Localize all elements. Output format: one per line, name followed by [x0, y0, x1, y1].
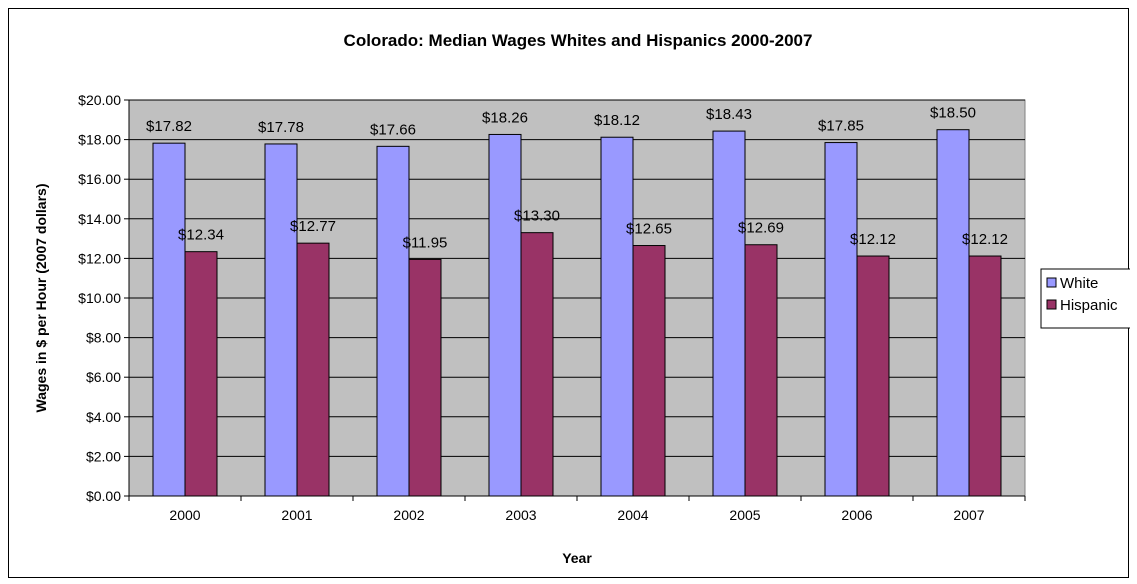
data-label-hispanic: $12.12 — [850, 231, 896, 248]
legend-label-white: White — [1060, 275, 1098, 292]
data-label-white: $17.85 — [818, 118, 864, 135]
data-label-hispanic: $12.12 — [962, 231, 1008, 248]
data-label-hispanic: $12.34 — [178, 227, 224, 244]
x-tick-label: 2007 — [953, 507, 984, 523]
y-tick-label: $8.00 — [86, 330, 121, 346]
bar-white — [936, 129, 970, 497]
y-tick-label: $6.00 — [86, 369, 121, 385]
y-tick-label: $16.00 — [78, 171, 121, 187]
bar-hispanic — [856, 255, 890, 497]
bar-white — [600, 136, 634, 497]
x-axis-title: Year — [562, 550, 592, 566]
bar-white — [264, 143, 298, 497]
chart-frame: Colorado: Median Wages Whites and Hispan… — [8, 8, 1130, 578]
data-label-hispanic: $12.69 — [738, 220, 784, 237]
y-tick-label: $4.00 — [86, 409, 121, 425]
x-tick-label: 2002 — [393, 507, 424, 523]
bar-white — [824, 142, 858, 497]
legend-swatch-hispanic — [1046, 299, 1057, 310]
data-label-hispanic: $12.77 — [290, 218, 336, 235]
data-label-white: $17.66 — [370, 121, 416, 138]
legend-swatch-white — [1046, 277, 1057, 288]
x-tick-label: 2006 — [841, 507, 872, 523]
bar-white — [152, 142, 186, 497]
legend: White Hispanic — [1040, 268, 1130, 329]
y-axis-title: Wages in $ per Hour (2007 dollars) — [33, 184, 49, 413]
data-label-white: $18.50 — [930, 105, 976, 122]
x-tick-label: 2003 — [505, 507, 536, 523]
data-label-hispanic: $12.65 — [626, 221, 672, 238]
bar-white — [376, 145, 410, 497]
bar-hispanic — [968, 255, 1002, 497]
data-labels: $17.82 $17.78 $17.66 $18.26 $18.12 $18.43 $17.… — [146, 105, 1008, 252]
chart-title: Colorado: Median Wages Whites and Hispan… — [344, 31, 813, 50]
data-label-hispanic: $11.95 — [403, 234, 448, 251]
data-label-white: $18.12 — [594, 112, 640, 129]
x-tick-label: 2000 — [169, 507, 200, 523]
legend-label-hispanic: Hispanic — [1060, 297, 1118, 314]
x-tick-label: 2004 — [617, 507, 648, 523]
y-tick-label: $2.00 — [86, 448, 121, 464]
y-tick-label: $10.00 — [78, 290, 121, 306]
bar-white — [488, 133, 522, 497]
bar-hispanic — [296, 242, 330, 497]
y-tick-label: $0.00 — [86, 488, 121, 504]
data-label-white: $18.43 — [706, 106, 752, 123]
bar-hispanic — [632, 245, 666, 497]
data-label-hispanic: $13.30 — [514, 208, 560, 225]
bar-hispanic — [408, 258, 442, 497]
x-tick-label: 2005 — [729, 507, 760, 523]
chart-svg: Colorado: Median Wages Whites and Hispan… — [33, 31, 1130, 566]
y-tick-label: $20.00 — [78, 92, 121, 108]
axes: $0.00 $2.00 $4.00 $6.00 $8.00 $10.00 $12.00 $14… — [78, 92, 1026, 523]
bar-hispanic — [744, 244, 778, 497]
data-label-white: $18.26 — [482, 109, 528, 126]
bar-hispanic — [520, 232, 554, 497]
x-tick-label: 2001 — [281, 507, 312, 523]
y-tick-label: $12.00 — [78, 250, 121, 266]
data-label-white: $17.78 — [258, 119, 304, 136]
bar-hispanic — [184, 251, 218, 497]
data-label-white: $17.82 — [146, 118, 192, 135]
y-tick-label: $14.00 — [78, 211, 121, 227]
y-tick-label: $18.00 — [78, 132, 121, 148]
bar-white — [712, 130, 746, 497]
